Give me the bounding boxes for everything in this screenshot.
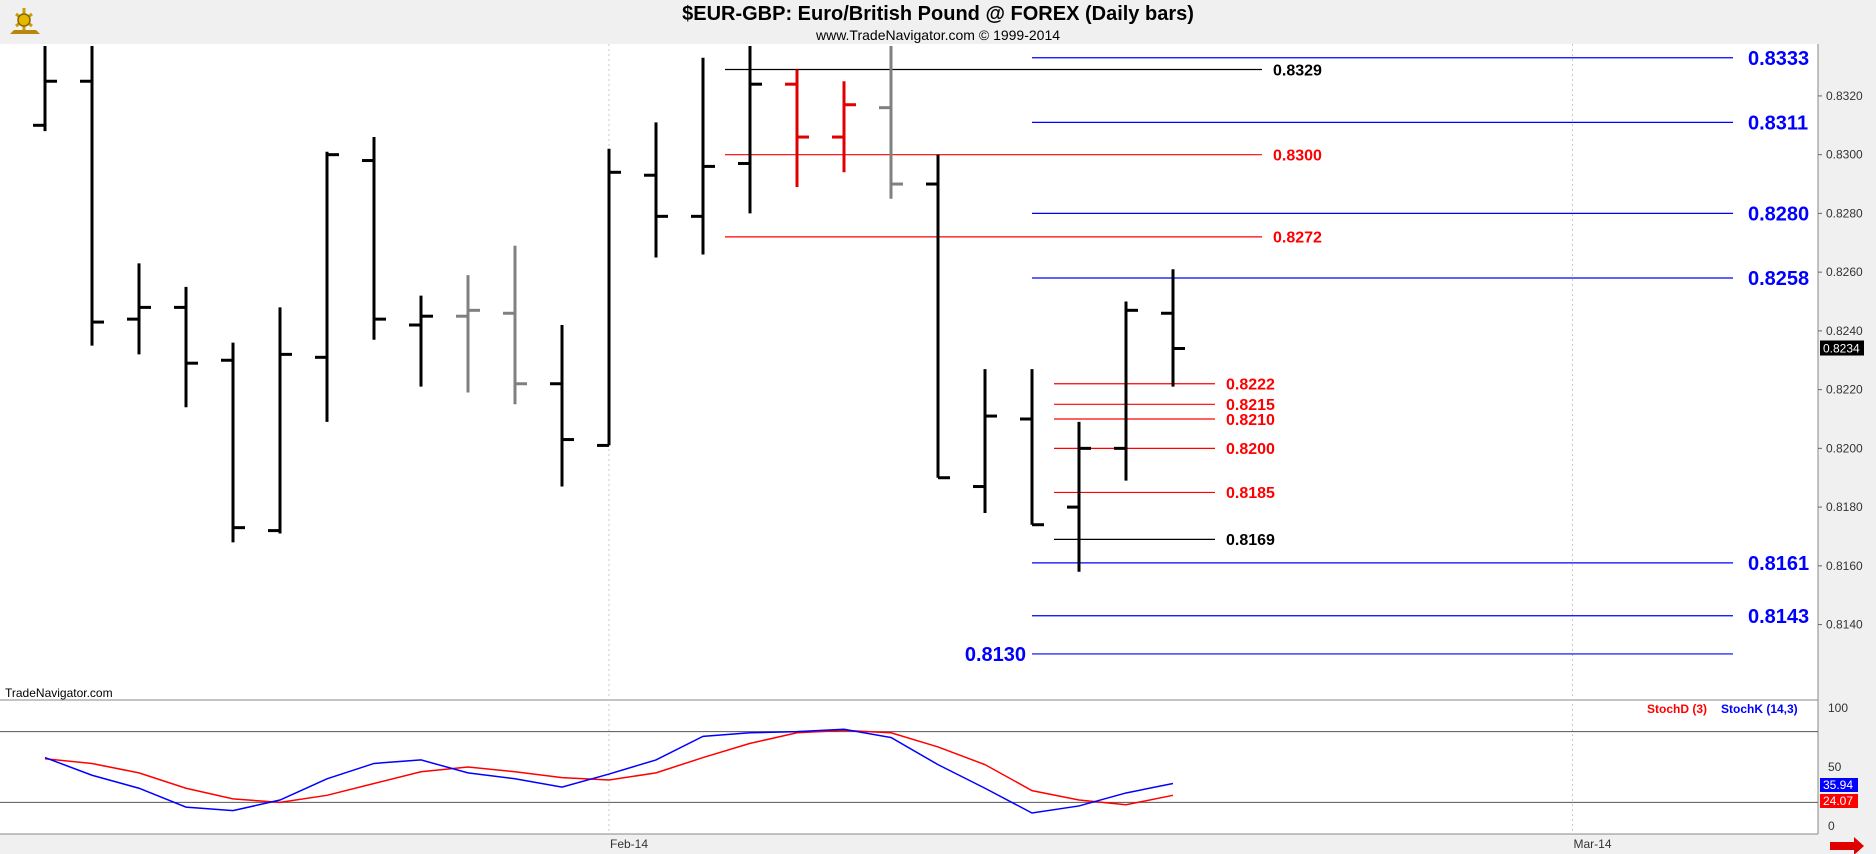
price-bar bbox=[174, 286, 198, 408]
price-bar bbox=[362, 137, 386, 340]
stochd-last-badge bbox=[1820, 794, 1858, 808]
level-label: 0.8222 bbox=[1226, 377, 1275, 394]
price-bar bbox=[597, 148, 621, 447]
stoch-y-tick-label: 0 bbox=[1828, 819, 1835, 833]
level-label: 0.8258 bbox=[1748, 268, 1809, 290]
price-bar bbox=[644, 122, 668, 258]
last-price-label: 0.8234 bbox=[1823, 342, 1860, 356]
app-logo-icon bbox=[10, 8, 40, 34]
price-bar bbox=[738, 46, 762, 214]
price-bar bbox=[456, 275, 480, 393]
price-bar bbox=[503, 245, 527, 405]
stoch-y-tick-label: 50 bbox=[1828, 760, 1842, 774]
x-axis-panel bbox=[0, 834, 1818, 854]
price-bar bbox=[973, 369, 997, 513]
header-bar bbox=[0, 0, 1876, 44]
level-label: 0.8200 bbox=[1226, 441, 1275, 458]
legend-stochk: StochK (14,3) bbox=[1721, 702, 1798, 716]
y-tick-label: 0.8160 bbox=[1826, 559, 1863, 573]
last-price-badge bbox=[1820, 340, 1864, 356]
legend-stochd: StochD (3) bbox=[1647, 702, 1707, 716]
price-bar bbox=[1067, 421, 1091, 572]
price-bar bbox=[785, 69, 809, 187]
y-tick-label: 0.8320 bbox=[1826, 89, 1863, 103]
stochd-last-label: 24.07 bbox=[1823, 794, 1853, 808]
stoch-y-tick-label: 100 bbox=[1828, 701, 1848, 715]
y-tick-label: 0.8200 bbox=[1826, 441, 1863, 455]
y-tick-label: 0.8140 bbox=[1826, 618, 1863, 632]
price-bar bbox=[1114, 301, 1138, 481]
price-bar bbox=[315, 151, 339, 422]
price-bar bbox=[127, 263, 151, 355]
level-label: 0.8311 bbox=[1748, 113, 1808, 135]
price-bar bbox=[80, 46, 104, 346]
x-tick-label: Mar-14 bbox=[1573, 837, 1611, 851]
y-axis-panel bbox=[1818, 44, 1876, 854]
level-label: 0.8329 bbox=[1273, 62, 1322, 79]
y-tick-label: 0.8260 bbox=[1826, 265, 1863, 279]
level-label: 0.8333 bbox=[1748, 48, 1809, 70]
level-label: 0.8210 bbox=[1226, 412, 1275, 429]
level-label: 0.8300 bbox=[1273, 147, 1322, 164]
price-bar bbox=[926, 154, 950, 480]
price-bar bbox=[268, 307, 292, 534]
level-label: 0.8272 bbox=[1273, 230, 1322, 247]
price-bar bbox=[1020, 369, 1044, 527]
price-bar bbox=[1161, 269, 1185, 387]
stochk-last-label: 35.94 bbox=[1823, 778, 1853, 792]
price-bar bbox=[221, 342, 245, 543]
price-bar bbox=[33, 46, 57, 132]
chart-title: $EUR-GBP: Euro/British Pound @ FOREX (Da… bbox=[682, 3, 1194, 25]
level-label: 0.8143 bbox=[1748, 606, 1809, 628]
y-tick-label: 0.8240 bbox=[1826, 324, 1863, 338]
chart-subtitle: www.TradeNavigator.com © 1999-2014 bbox=[815, 27, 1060, 43]
price-bar bbox=[691, 57, 715, 255]
level-label: 0.8130 bbox=[965, 644, 1026, 666]
x-tick-label: Feb-14 bbox=[610, 837, 648, 851]
level-label: 0.8215 bbox=[1226, 397, 1275, 414]
y-tick-label: 0.8280 bbox=[1826, 206, 1863, 220]
level-label: 0.8185 bbox=[1226, 485, 1275, 502]
level-label: 0.8161 bbox=[1748, 553, 1809, 575]
price-bar bbox=[550, 325, 574, 487]
y-tick-label: 0.8180 bbox=[1826, 500, 1863, 514]
price-bar bbox=[879, 46, 903, 199]
stochk-last-badge bbox=[1820, 778, 1858, 792]
scroll-right-arrow-icon[interactable] bbox=[1830, 837, 1864, 854]
y-tick-label: 0.8300 bbox=[1826, 148, 1863, 162]
level-label: 0.8280 bbox=[1748, 204, 1809, 226]
watermark: TradeNavigator.com bbox=[5, 686, 113, 700]
level-label: 0.8169 bbox=[1226, 532, 1275, 549]
y-tick-label: 0.8220 bbox=[1826, 383, 1863, 397]
price-bar bbox=[409, 295, 433, 387]
price-bar bbox=[832, 81, 856, 173]
